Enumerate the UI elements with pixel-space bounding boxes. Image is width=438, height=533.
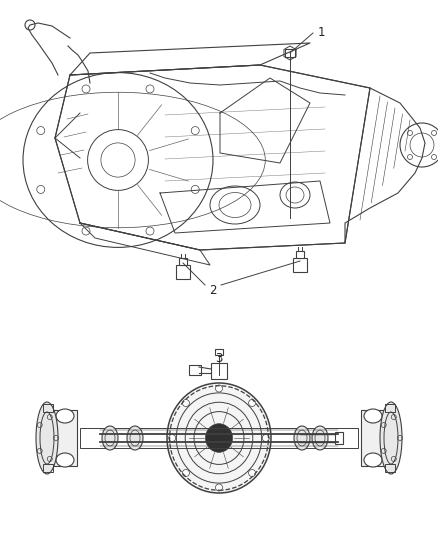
FancyBboxPatch shape (361, 410, 385, 466)
FancyBboxPatch shape (215, 349, 223, 355)
Text: 3: 3 (215, 351, 223, 365)
Ellipse shape (167, 383, 271, 493)
Circle shape (182, 400, 189, 407)
Ellipse shape (364, 409, 382, 423)
FancyBboxPatch shape (176, 265, 190, 279)
FancyBboxPatch shape (296, 251, 304, 258)
Ellipse shape (102, 426, 118, 450)
Circle shape (249, 400, 256, 407)
Ellipse shape (127, 426, 143, 450)
Ellipse shape (36, 402, 58, 474)
Circle shape (262, 434, 269, 441)
FancyBboxPatch shape (285, 49, 295, 57)
Ellipse shape (56, 409, 74, 423)
FancyBboxPatch shape (189, 365, 201, 375)
FancyBboxPatch shape (179, 258, 187, 265)
Ellipse shape (294, 426, 310, 450)
FancyBboxPatch shape (53, 410, 77, 466)
Ellipse shape (364, 453, 382, 467)
Text: 1: 1 (318, 27, 325, 39)
Ellipse shape (205, 424, 233, 453)
Text: 2: 2 (209, 284, 217, 296)
FancyBboxPatch shape (293, 258, 307, 272)
Ellipse shape (56, 453, 74, 467)
Ellipse shape (380, 402, 402, 474)
FancyBboxPatch shape (211, 363, 227, 379)
Circle shape (182, 470, 189, 477)
Circle shape (249, 470, 256, 477)
Circle shape (215, 484, 223, 491)
Circle shape (169, 434, 176, 441)
Ellipse shape (312, 426, 328, 450)
Circle shape (215, 385, 223, 392)
